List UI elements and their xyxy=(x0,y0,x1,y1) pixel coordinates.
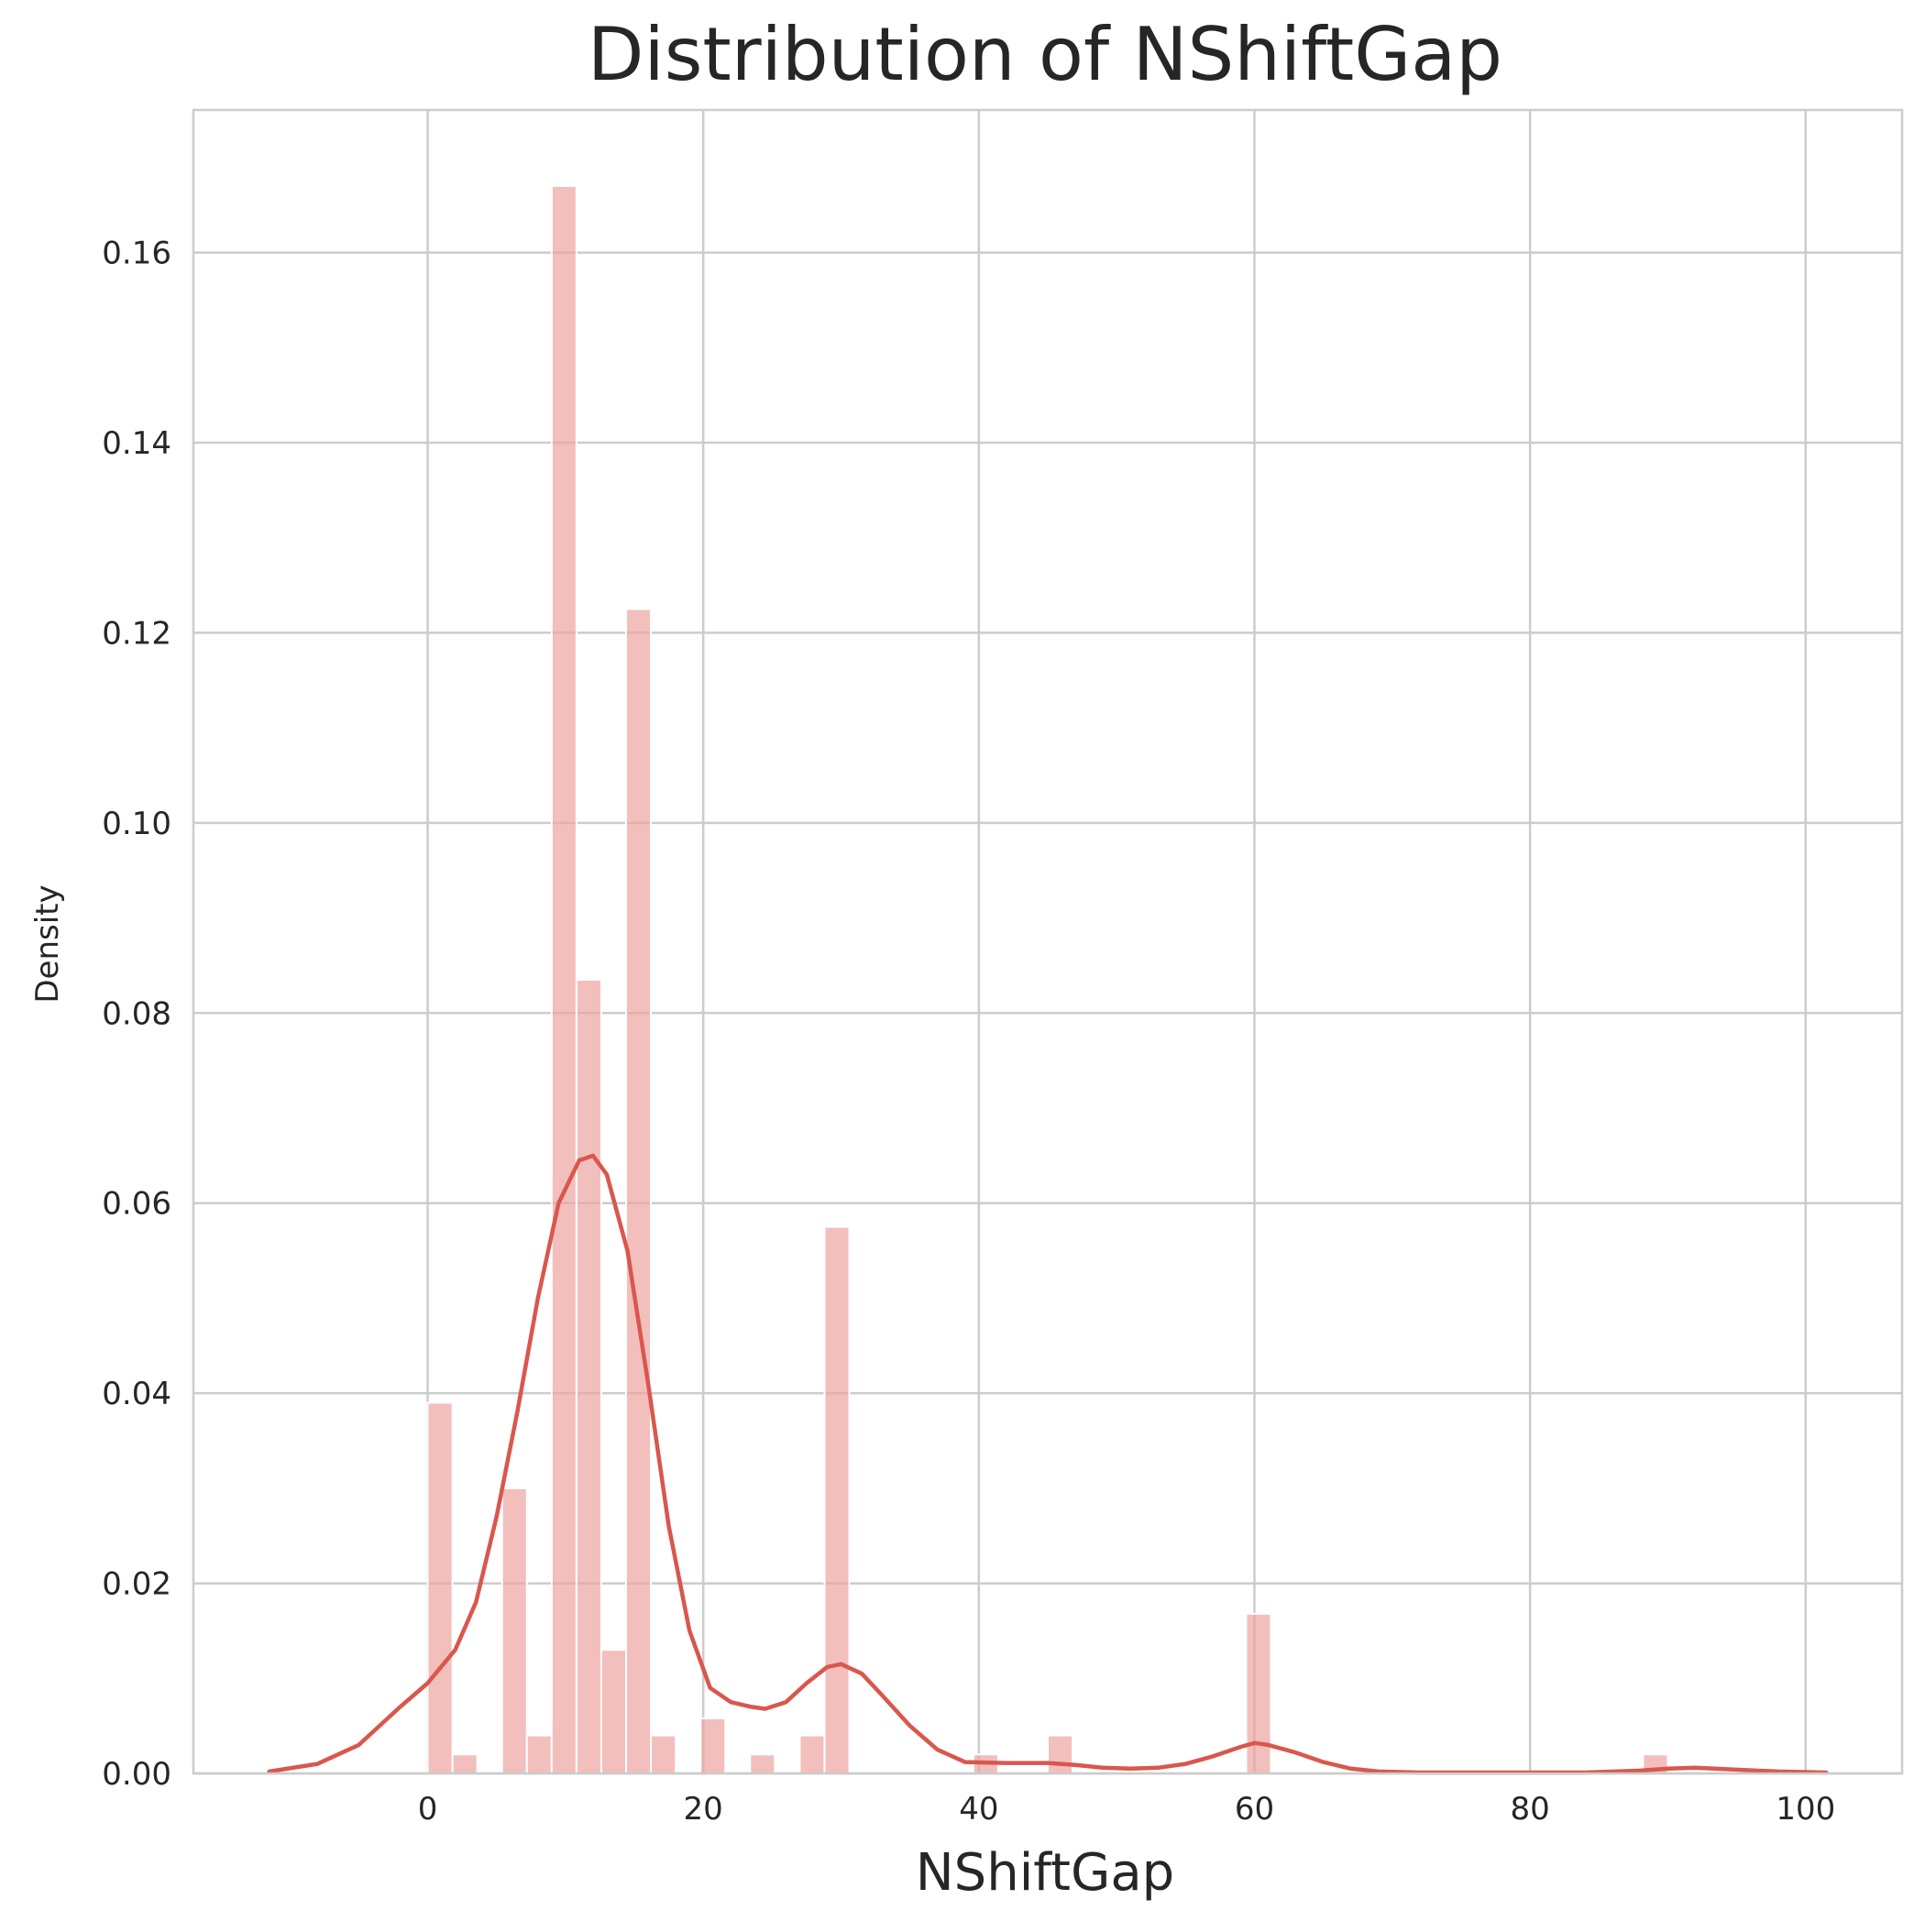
y-tick-label: 0.08 xyxy=(102,995,171,1032)
y-axis-label: Density xyxy=(29,884,66,1003)
x-axis-ticks: 0 20 40 60 80 100 xyxy=(418,1791,1835,1828)
histogram-bar xyxy=(625,608,653,1774)
histogram-bar xyxy=(451,1753,478,1775)
histogram-bar xyxy=(600,1649,628,1774)
x-tick-label: 80 xyxy=(1510,1791,1549,1828)
y-tick-label: 0.04 xyxy=(102,1376,171,1412)
x-tick-label: 20 xyxy=(684,1791,723,1828)
histogram-bar xyxy=(1245,1612,1272,1775)
y-tick-label: 0.10 xyxy=(102,806,171,842)
x-tick-label: 100 xyxy=(1776,1791,1835,1828)
histogram-bar xyxy=(575,978,602,1774)
y-tick-label: 0.02 xyxy=(102,1566,171,1603)
x-tick-label: 0 xyxy=(418,1791,438,1828)
y-tick-label: 0.16 xyxy=(102,236,171,272)
chart-title: Distribution of NShiftGap xyxy=(588,12,1502,97)
histogram-bar xyxy=(798,1734,826,1774)
histogram-bar xyxy=(550,184,578,1774)
x-tick-label: 40 xyxy=(959,1791,998,1828)
histogram-bar xyxy=(699,1717,727,1774)
histogram-bar xyxy=(749,1753,776,1775)
y-axis-ticks: 0.00 0.02 0.04 0.06 0.08 0.10 0.12 0.14 0.16 xyxy=(102,236,171,1793)
x-tick-label: 60 xyxy=(1235,1791,1274,1828)
y-tick-label: 0.14 xyxy=(102,425,171,462)
y-tick-label: 0.12 xyxy=(102,615,171,652)
histogram-bar xyxy=(426,1401,454,1774)
grid xyxy=(193,110,1902,1775)
histogram-bars xyxy=(426,184,1669,1775)
histogram-bar xyxy=(525,1734,553,1774)
histogram-bar xyxy=(650,1734,677,1774)
histogram-bar xyxy=(1047,1734,1074,1774)
y-tick-label: 0.00 xyxy=(102,1756,171,1793)
histogram-bar xyxy=(823,1225,851,1774)
x-axis-label: NShiftGap xyxy=(916,1843,1174,1903)
plot-frame xyxy=(192,108,1904,1775)
y-tick-label: 0.06 xyxy=(102,1186,171,1223)
histogram-bar xyxy=(500,1487,528,1775)
